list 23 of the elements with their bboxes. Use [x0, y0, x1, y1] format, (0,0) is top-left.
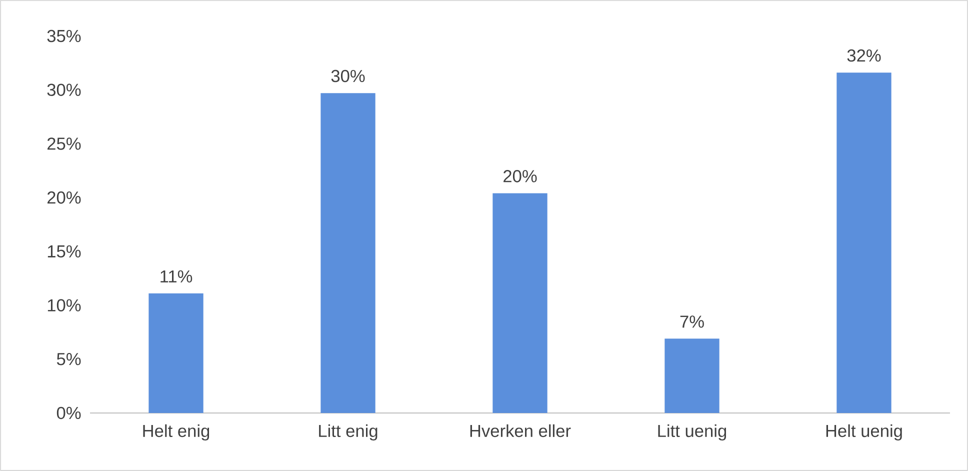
- y-tick-label: 10%: [48, 299, 81, 312]
- x-tick-label: Helt enig: [143, 424, 210, 441]
- x-tick-label: Hverken eller: [470, 424, 571, 438]
- x-tick-label: Litt enig: [319, 424, 378, 441]
- data-label: 7%: [680, 316, 704, 328]
- data-label: 20%: [504, 170, 537, 182]
- bar: [836, 72, 892, 413]
- x-tick-label: Litt uenig: [658, 424, 726, 441]
- y-tick-label: 0%: [56, 406, 81, 420]
- bar: [492, 193, 548, 413]
- y-tick-label: 5%: [56, 353, 81, 366]
- y-tick-label: 15%: [48, 245, 81, 258]
- bar: [320, 93, 376, 413]
- x-tick-label: Helt uenig: [826, 424, 902, 441]
- y-tick-label: 20%: [47, 191, 81, 204]
- y-tick-label: 35%: [47, 30, 81, 42]
- bar: [664, 338, 720, 413]
- data-label: 11%: [160, 270, 192, 282]
- bar: [148, 293, 204, 413]
- y-tick-label: 30%: [47, 84, 81, 96]
- data-label: 32%: [847, 49, 881, 62]
- y-tick-label: 25%: [47, 138, 81, 150]
- data-label: 30%: [331, 70, 365, 82]
